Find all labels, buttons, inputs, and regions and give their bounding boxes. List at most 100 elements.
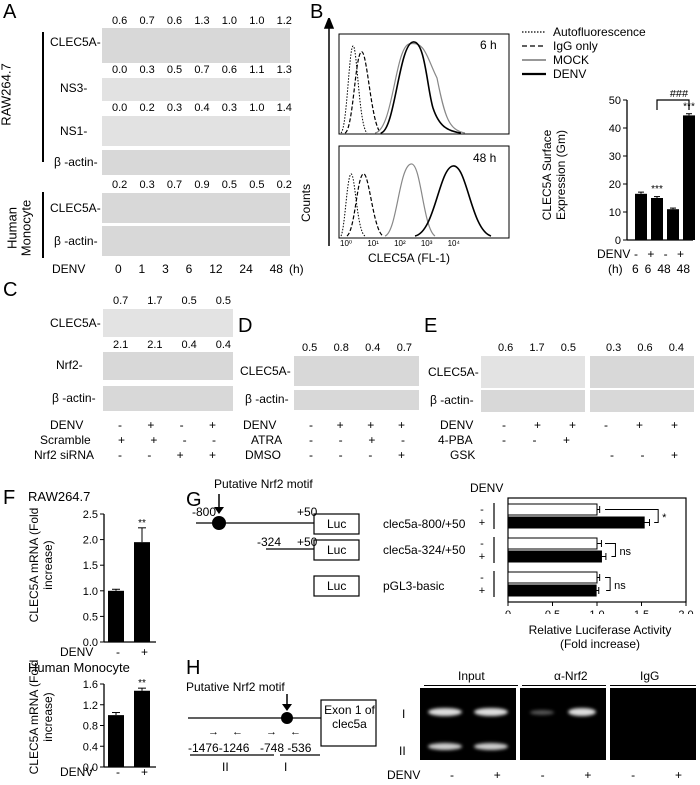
b-label-6h: 6 h (480, 38, 497, 52)
d-signs-atra: - - + - (309, 433, 405, 447)
b-hist-xlabel: CLEC5A (FL-1) (368, 251, 451, 265)
e-label-clec5a: CLEC5A- (428, 365, 479, 379)
b-legend (522, 31, 546, 76)
b-bar-ytick-label: 20 (609, 179, 621, 191)
b-bar-sig: *** (651, 184, 663, 195)
f-top-ytick-label: 1.0 (83, 586, 98, 598)
d-row-dmso: DMSO (245, 448, 281, 462)
h-primer-i-fwd: → (266, 726, 277, 738)
panel-label-d: D (238, 315, 253, 337)
a-times: 0 1 3 6 12 24 48 (115, 262, 283, 276)
h-band-input-i-1 (428, 708, 462, 716)
a-blot-human-actin (102, 226, 290, 256)
g-construct-1: clec5a-800/+50 (383, 517, 466, 531)
b-row-h: (h) (608, 262, 623, 276)
g-pos-50a: +50 (297, 505, 318, 519)
f-xlabel-top: DENV (60, 645, 94, 659)
panel-label-g: G (186, 489, 202, 511)
h-gel-igg (610, 688, 696, 760)
a-label-ns1: NS1- (60, 124, 88, 138)
g-bar-minus (507, 571, 598, 584)
g-luc-box-3 (313, 575, 360, 597)
f-top-bar (108, 590, 124, 642)
g-sign: - (480, 504, 484, 516)
h-motif-arrowhead (282, 704, 292, 711)
b-bar-bracket (656, 99, 690, 110)
g-xtick-label: 0.5 (545, 609, 560, 614)
h-region-i-range: -748 -536 (260, 741, 312, 755)
b-6h-mock (374, 42, 466, 134)
g-bar-plus (507, 550, 602, 563)
f-bot-bar (134, 690, 150, 767)
a-quant-ns3: 0.0 0.3 0.5 0.7 0.6 1.1 1.3 (112, 64, 292, 76)
b-6h-autofluor (340, 45, 368, 134)
h-band-nrf2-i-1 (530, 710, 554, 715)
e-blot-clec5a-left (481, 356, 585, 388)
b-legend-mock: MOCK (553, 53, 589, 67)
b-bar-ylabel: CLEC5A Surface Expression (Gm) (540, 129, 568, 221)
a-quant-clec5a: 0.6 0.7 0.6 1.3 1.0 1.0 1.2 (112, 15, 292, 27)
e-row-denv: DENV (440, 418, 474, 432)
c-signs-sirna: - - + + (118, 448, 216, 462)
g-bar-minus (507, 503, 598, 516)
f-bot-ytick-label: 0.0 (83, 762, 98, 774)
b-6h-denv (380, 41, 462, 134)
b-bar-ytick-label: 0 (615, 235, 621, 247)
b-hist-6h-frame (338, 33, 510, 135)
g-construct-3: pGL3-basic (383, 579, 445, 593)
f-signs-top: - + (116, 645, 148, 659)
h-band-input-i-2 (474, 708, 508, 716)
b-histograms (323, 18, 510, 246)
f-xlabel-bot: DENV (60, 765, 94, 779)
a-xlabel: DENV (52, 262, 86, 276)
b-denv-signs: - + - + (634, 247, 684, 261)
b-bar-ytick-label: 40 (609, 123, 621, 135)
f-chart-top: 0.0 0.5 1.0 1.5 2.0 2.5 ** (83, 509, 156, 649)
e-signs-denv: - + + - + + (502, 418, 678, 432)
g-pos-800: -800 (192, 505, 217, 519)
b-label-48h: 48 h (473, 151, 497, 165)
c-row-scramble: Scramble (40, 433, 91, 447)
a-blot-ns1 (102, 116, 290, 146)
a-quant-human: 0.2 0.3 0.7 0.9 0.5 0.5 0.2 (112, 179, 292, 191)
a-group-human: Human Monocyte (4, 199, 34, 257)
g-luc-1: Luc (327, 517, 347, 531)
f-top-sig: ** (138, 518, 146, 529)
b-48h-mock (384, 163, 436, 237)
f-top-ytick-label: 2.0 (83, 535, 98, 547)
g-sig-bracket (605, 509, 659, 523)
panel-label-e: E (424, 315, 438, 337)
c-signs-denv: - + - + (118, 418, 216, 432)
b-bar-ytick-label: 50 (609, 95, 621, 107)
g-motif-dot (212, 516, 226, 530)
f-top-ytick-label: 0.5 (83, 611, 98, 623)
g-luc-box-2 (313, 539, 360, 561)
b-48h-autofluor (340, 173, 366, 237)
a-blot-clec5a (102, 28, 290, 63)
e-label-actin: β -actin- (430, 393, 474, 407)
f-ylabel-top: CLEC5A mRNA (Fold increase) (27, 507, 55, 623)
f-bot-sig: ** (138, 678, 146, 689)
g-luc-2: Luc (327, 543, 347, 557)
a-group-line-raw (42, 32, 44, 162)
e-blot-clec5a-right (590, 356, 694, 388)
a-unit: (h) (289, 262, 304, 276)
h-motif: Putative Nrf2 motif (186, 680, 285, 694)
h-header-igg: IgG (640, 669, 660, 683)
b-hist-axis (323, 18, 335, 246)
e-signs-4pba: - - + (502, 433, 570, 447)
b-legend-autofluor: Autofluorescence (553, 25, 646, 39)
g-sig: ns (614, 580, 626, 592)
panel-label-a: A (3, 1, 17, 23)
d-row-atra: ATRA (251, 433, 283, 447)
f-top-ytick-label: 1.5 (83, 560, 98, 572)
f-bot-ytick-label: 0.4 (83, 741, 98, 753)
g-construct-diagram (196, 494, 360, 597)
g-sign: - (480, 572, 484, 584)
h-exon-label: Exon 1 of clec5a (324, 703, 375, 731)
b-bar-ytick-label: 30 (609, 151, 621, 163)
b-legend-denv: DENV (553, 67, 587, 81)
h-motif-dot (281, 712, 293, 724)
g-pos-324: -324 (257, 535, 282, 549)
f-top-ytick-label: 0.0 (83, 637, 98, 649)
